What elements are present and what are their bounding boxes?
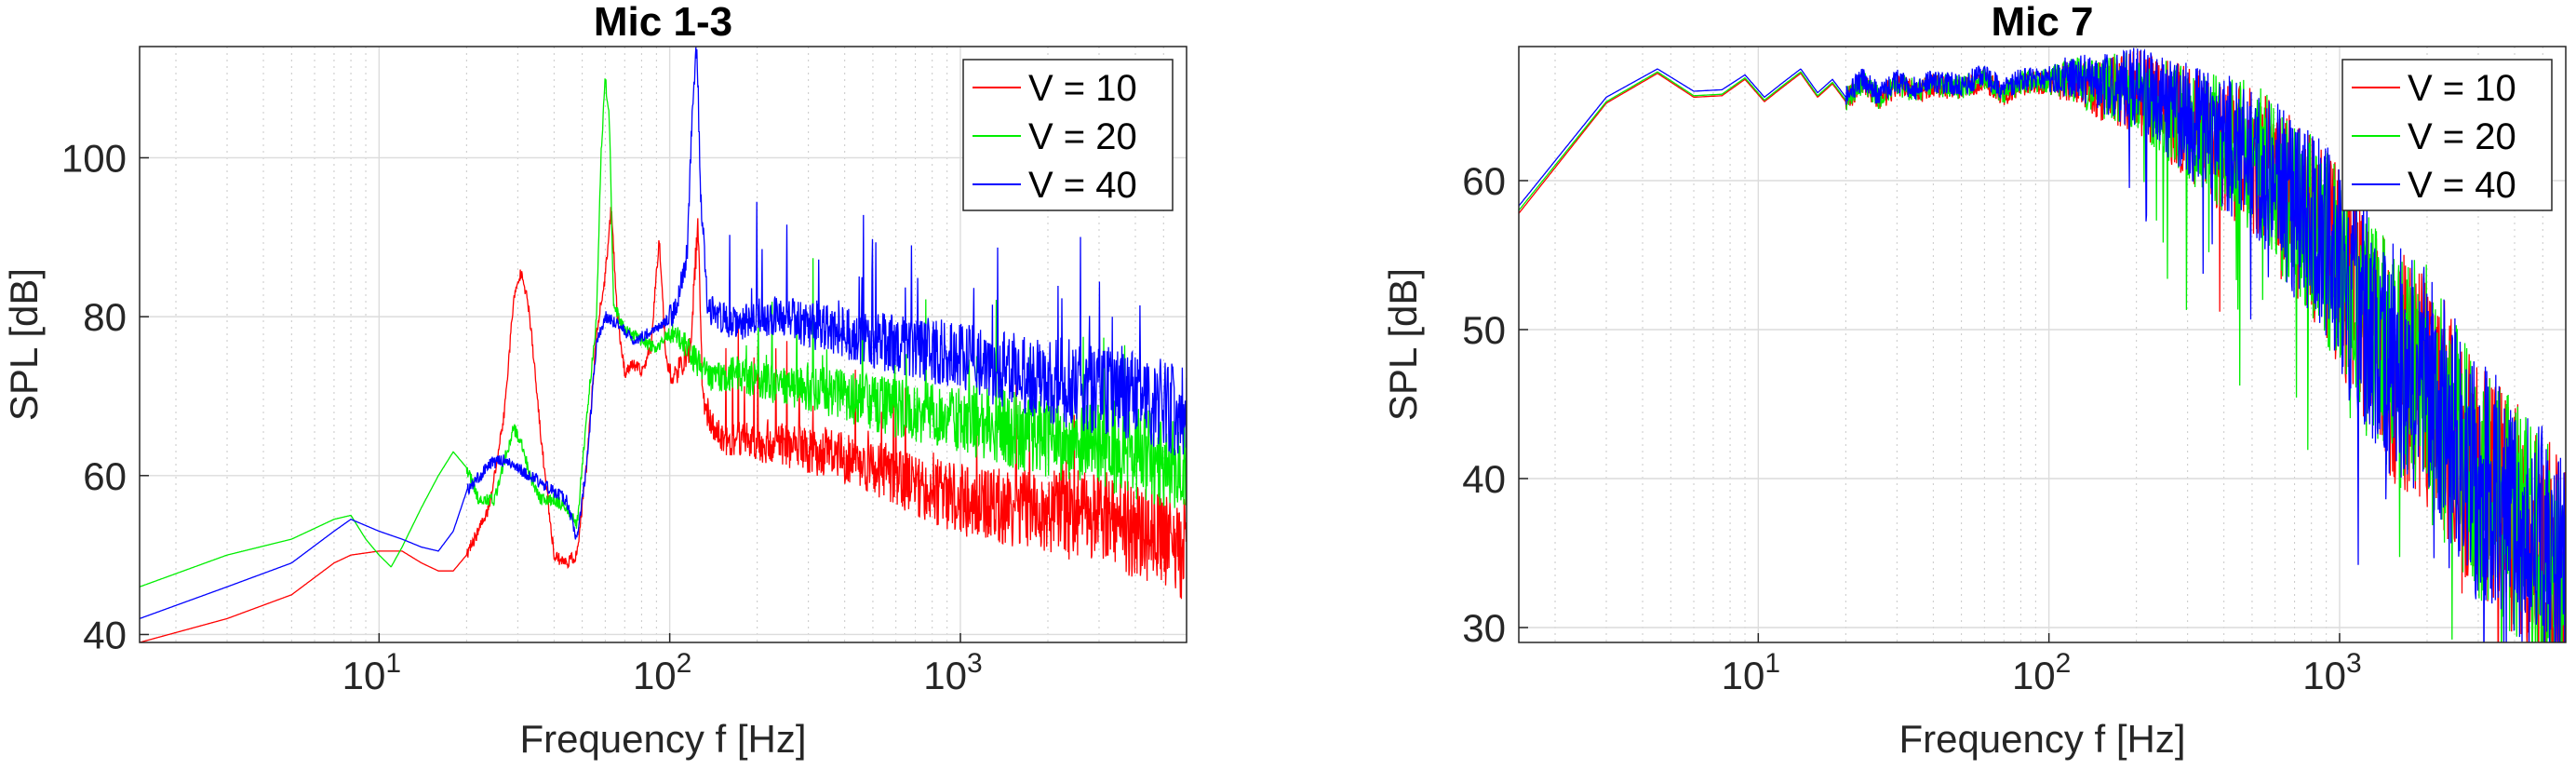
chart-1: 101 102 103 40 60 80 100 Mic 1-3 Frequency f [Hz… bbox=[2, 0, 1187, 761]
y-tick-label: 60 bbox=[83, 454, 127, 498]
y-tick-label: 100 bbox=[61, 136, 127, 180]
x-axis-label: Frequency f [Hz] bbox=[1898, 717, 2185, 761]
y-tick-label: 80 bbox=[83, 295, 127, 339]
series-line-1 bbox=[140, 207, 1187, 642]
y-tick-label: 50 bbox=[1462, 308, 1506, 352]
legend-label: V = 20 bbox=[1028, 116, 1137, 157]
legend-label: V = 20 bbox=[2408, 116, 2516, 157]
data-lines bbox=[140, 47, 1187, 642]
legend-label: V = 10 bbox=[1028, 68, 1137, 109]
axes-box bbox=[1518, 46, 2567, 643]
y-tick-label: 40 bbox=[1462, 457, 1506, 501]
x-tick-label: 101 bbox=[342, 648, 401, 697]
legend-label: V = 10 bbox=[2408, 68, 2516, 109]
y-tick-label: 30 bbox=[1462, 606, 1506, 650]
legend-label: V = 40 bbox=[1028, 165, 1137, 206]
y-axis-label: SPL [dB] bbox=[2, 268, 46, 421]
series-line-2 bbox=[140, 78, 1187, 588]
legend: V = 10 V = 20 V = 40 bbox=[2341, 59, 2553, 211]
data-lines bbox=[1519, 47, 2566, 642]
chart-title: Mic 7 bbox=[1991, 0, 2093, 45]
x-axis-label: Frequency f [Hz] bbox=[519, 717, 806, 761]
x-tick-label: 102 bbox=[633, 648, 691, 697]
series-line-3 bbox=[140, 47, 1187, 620]
x-tick-label: 102 bbox=[2012, 648, 2071, 697]
series-line-3 bbox=[1519, 47, 2566, 642]
x-tick-label: 103 bbox=[923, 648, 982, 697]
legend-label: V = 40 bbox=[2408, 165, 2516, 206]
axes-box bbox=[139, 46, 1187, 643]
x-tick-label: 101 bbox=[1722, 648, 1780, 697]
y-tick-label: 60 bbox=[1462, 159, 1506, 203]
y-tick-label: 40 bbox=[83, 613, 127, 656]
y-axis-label: SPL [dB] bbox=[1381, 268, 1425, 421]
chart-2: 101 102 103 30 40 50 60 Mic 7 Frequency f [Hz] SP… bbox=[1381, 0, 2567, 761]
legend: V = 10 V = 20 V = 40 bbox=[962, 59, 1174, 211]
chart-title: Mic 1-3 bbox=[594, 0, 732, 45]
x-tick-label: 103 bbox=[2302, 648, 2361, 697]
